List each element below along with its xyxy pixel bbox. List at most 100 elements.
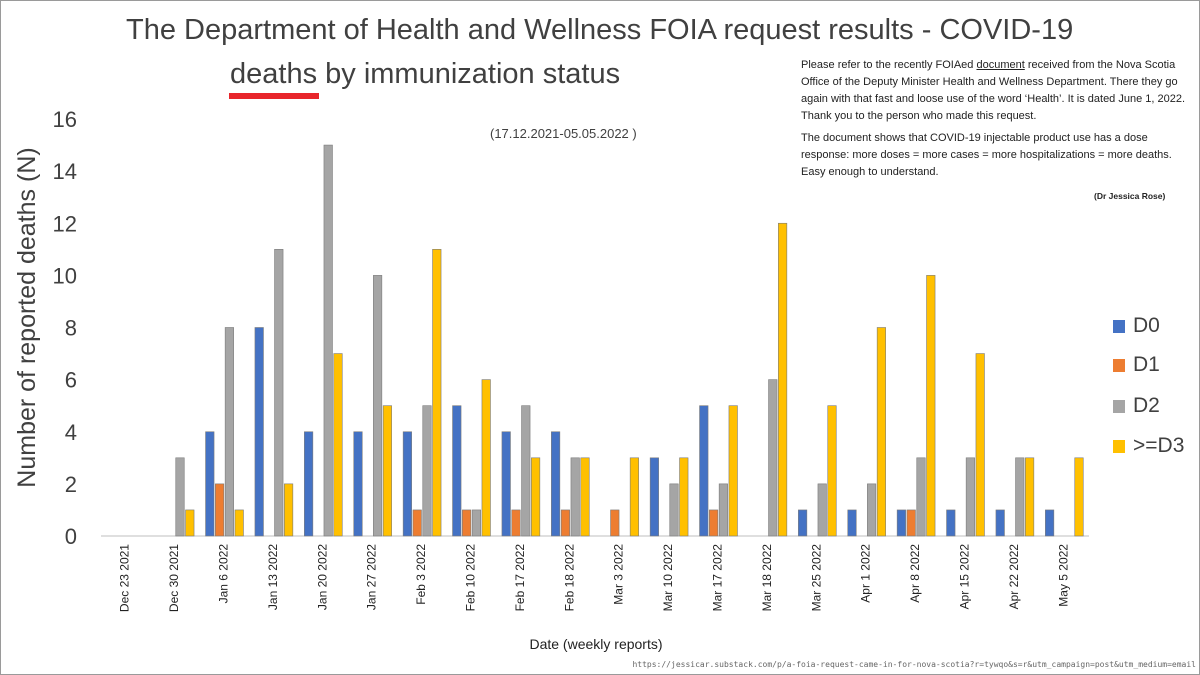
x-tick-label: Dec 23 2021 [118, 544, 132, 612]
x-tick-label: Mar 17 2022 [711, 544, 725, 612]
y-tick-label: 10 [53, 263, 77, 288]
x-tick-label: May 5 2022 [1056, 544, 1070, 607]
bar-d2 [373, 275, 383, 537]
bar-d3 [679, 457, 689, 537]
x-axis-title: Date (weekly reports) [529, 636, 662, 652]
x-tick-label: Apr 15 2022 [958, 544, 972, 610]
bar-d2 [274, 249, 284, 537]
y-tick-label: 6 [65, 368, 77, 393]
bar-d3 [432, 249, 442, 537]
document-link[interactable]: document [976, 59, 1025, 71]
bar-d0 [896, 509, 906, 537]
bar-d3 [382, 405, 392, 537]
bar-d1 [511, 509, 521, 537]
note-paragraph-2: The document shows that COVID-19 injecta… [801, 132, 1172, 178]
chart-title-line-1: The Department of Health and Wellness FO… [126, 14, 1074, 46]
x-tick-label: Feb 18 2022 [562, 544, 576, 612]
bar-d3 [975, 353, 985, 537]
bar-d0 [1045, 509, 1055, 537]
x-tick-label: Mar 18 2022 [760, 544, 774, 612]
bar-d2 [521, 405, 531, 537]
bar-d3 [481, 379, 491, 537]
x-tick-label: Feb 17 2022 [513, 544, 527, 612]
bar-d3 [1025, 457, 1035, 537]
y-tick-label: 0 [65, 524, 77, 549]
bar-d2 [1015, 457, 1025, 537]
bar-d3 [1074, 457, 1084, 537]
bar-d0 [699, 405, 709, 537]
date-range-subtitle: (17.12.2021-05.05.2022 ) [490, 126, 637, 141]
bar-d2 [718, 483, 728, 537]
bar-d2 [768, 379, 778, 537]
x-tick-label: Jan 27 2022 [365, 544, 379, 610]
bar-d2 [867, 483, 877, 537]
note-text: received from the Nova Scotia Office of … [801, 59, 1186, 122]
legend-label-d3: >=D3 [1133, 434, 1185, 457]
y-tick-label: 14 [53, 159, 77, 184]
x-tick-label: Jan 20 2022 [315, 544, 329, 610]
note-text: Please refer to the recently FOIAed [801, 59, 977, 71]
bar-d0 [501, 431, 511, 537]
x-tick-label: Mar 25 2022 [809, 544, 823, 612]
bar-d3 [580, 457, 590, 537]
y-tick-label: 4 [65, 420, 77, 445]
bar-d1 [412, 509, 422, 537]
annotation-note: Please refer to the recently FOIAed docu… [801, 57, 1193, 186]
bar-d0 [946, 509, 956, 537]
bar-d2 [570, 457, 580, 537]
title-highlight-word: deaths [230, 58, 318, 90]
bar-d2 [323, 144, 333, 537]
bar-d1 [906, 509, 916, 537]
bar-d3 [185, 509, 195, 537]
bar-d2 [965, 457, 975, 537]
x-tick-label: Dec 30 2021 [167, 544, 181, 612]
bar-d3 [234, 509, 244, 537]
bar-d3 [728, 405, 738, 537]
bar-d3 [926, 275, 936, 537]
legend-swatch-d0 [1113, 320, 1125, 333]
bar-d3 [284, 483, 294, 537]
x-tick-label: Apr 8 2022 [908, 544, 922, 603]
bar-d0 [452, 405, 462, 537]
bar-d0 [402, 431, 412, 537]
bar-d2 [669, 483, 679, 537]
legend-label-d2: D2 [1133, 394, 1160, 417]
bar-d0 [353, 431, 363, 537]
note-paragraph-1: Please refer to the recently FOIAed docu… [801, 57, 1193, 125]
bar-d1 [709, 509, 719, 537]
bar-d3 [827, 405, 837, 537]
legend-label-d1: D1 [1133, 353, 1160, 376]
bar-d1 [215, 483, 225, 537]
legend-label-d0: D0 [1133, 314, 1160, 337]
bar-d0 [304, 431, 314, 537]
x-tick-label: Mar 3 2022 [612, 544, 626, 605]
title-line-2-rest: by immunization status [317, 58, 621, 90]
bar-d0 [254, 327, 264, 537]
bar-d3 [629, 457, 639, 537]
bar-d1 [560, 509, 570, 537]
y-tick-label: 12 [53, 211, 77, 236]
bar-d3 [876, 327, 886, 537]
source-url[interactable]: https://jessicar.substack.com/p/a-foia-r… [632, 660, 1196, 669]
bar-d2 [817, 483, 827, 537]
bar-d0 [649, 457, 659, 537]
x-tick-label: Jan 13 2022 [266, 544, 280, 610]
bar-d0 [995, 509, 1005, 537]
note-signature: (Dr Jessica Rose) [1094, 191, 1166, 201]
bar-d2 [916, 457, 926, 537]
legend-swatch-d1 [1113, 359, 1125, 372]
bar-d3 [531, 457, 541, 537]
chart-title-line-2: deaths by immunization status [230, 58, 620, 91]
y-axis-title: Number of reported deaths (N) [13, 147, 41, 487]
bar-d3 [778, 222, 788, 537]
bar-d0 [551, 431, 561, 537]
x-tick-label: Feb 10 2022 [464, 544, 478, 612]
bar-d2 [175, 457, 185, 537]
red-underline-mark [229, 93, 319, 99]
bar-d0 [205, 431, 215, 537]
x-tick-label: Feb 3 2022 [414, 544, 428, 605]
bar-d2 [224, 327, 234, 537]
y-tick-label: 8 [65, 316, 77, 341]
bar-d0 [798, 509, 808, 537]
